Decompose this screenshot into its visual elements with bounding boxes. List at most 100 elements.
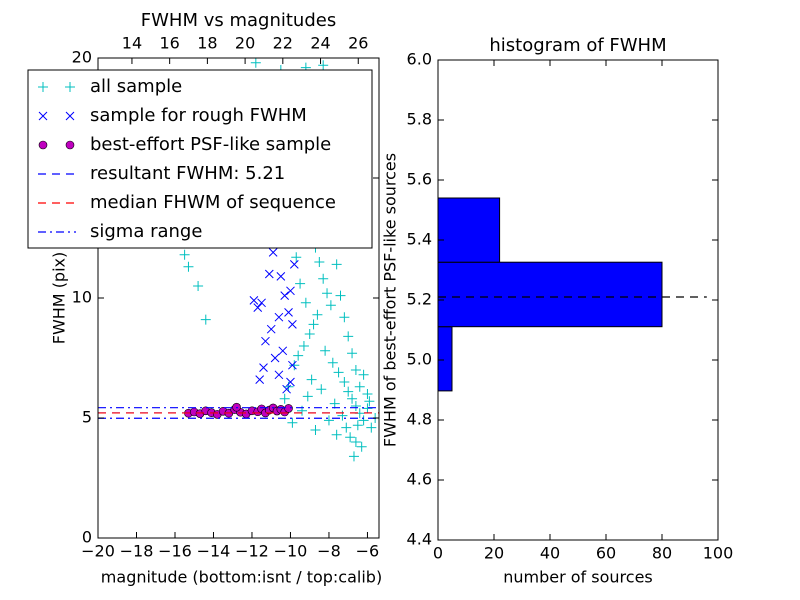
point [298,341,309,351]
point [253,303,263,312]
histogram-plot: 0 20 40 60 80 100 4.4 4.6 4.8 5.0 5.2 5.4 5.6 5.8 6.0 h… [381,35,734,587]
point [288,320,297,329]
point [331,259,342,270]
legend-marker [65,140,75,150]
point [339,377,350,387]
point [350,365,361,375]
point [293,350,304,361]
point [320,345,331,356]
point [257,298,266,308]
x-tick-label: −16 [158,542,192,561]
x-axis-label: number of sources [503,568,653,587]
point [329,398,340,409]
y-tick-label: 6.0 [407,50,432,69]
x2-tick-label: 20 [235,34,255,53]
y-tick-label: 5.4 [407,230,432,249]
point [282,384,291,394]
point [266,324,276,334]
point [335,290,346,301]
y-tick-label: 5 [82,408,92,427]
point [279,393,290,404]
point [286,286,295,296]
point [343,331,354,342]
point [364,396,375,407]
point [183,261,194,272]
point [302,391,313,402]
point [284,404,293,413]
point [249,296,259,305]
point [274,312,284,322]
legend-marker [38,111,48,121]
point [261,336,270,346]
bar [437,197,501,263]
legend-marker [65,111,75,121]
point [314,257,325,267]
legend-frame [27,69,373,249]
point [312,309,323,320]
point [289,360,300,371]
x2-tick-label: 26 [348,34,368,53]
legend-marker [38,140,48,150]
point [358,369,369,380]
chart-title: FWHM vs magnitudes [141,10,336,31]
legend-label: resultant FWHM: 5.21 [90,163,285,184]
y-tick-label: 10 [72,288,92,307]
chart-title: histogram of FWHM [489,35,666,56]
point [284,308,293,317]
y-tick-label: 4.6 [407,470,432,489]
y-tick-label: 20 [72,48,92,67]
point [264,269,274,279]
legend-label: all sample [90,76,182,97]
x-tick-label: 0 [433,544,443,563]
point [268,248,278,257]
y-tick-label: 0 [82,528,92,547]
x-tick-label: −18 [120,542,154,561]
point [289,260,299,269]
point [295,278,306,289]
point [274,370,284,380]
x-tick-label: −6 [356,542,380,561]
x-tick-label: −12 [235,542,269,561]
point [255,375,265,384]
point [306,374,317,385]
point [345,432,356,443]
point [333,367,344,378]
point [366,422,377,433]
point [343,386,354,397]
x-tick-label: 80 [652,544,672,563]
point [354,381,365,392]
scatter-plot: −20 −18 −16 −14 −12 −10 −8 −6 14 16 18 20 22 24 26 0 5 10… [27,10,382,587]
x2-tick-label: 14 [122,34,142,53]
point [259,363,268,372]
point [286,377,295,387]
legend: all sample sample for rough FWHM best-effo… [27,69,373,249]
point [316,384,327,395]
legend-marker [38,82,48,92]
legend-label: best-effort PSF-like sample [90,134,331,155]
point [350,401,361,411]
point [179,249,190,260]
point [310,425,321,435]
point [348,451,359,462]
point [193,281,204,291]
point [288,360,297,370]
point [318,60,329,71]
point [278,346,288,356]
point [200,314,211,325]
point [356,441,367,452]
point [358,415,369,426]
point [308,319,319,330]
x-tick-label: 20 [484,544,504,563]
legend-marker [65,82,75,92]
point [350,437,361,447]
point [362,389,373,399]
point [347,348,358,359]
point [304,329,315,339]
x-tick-label: 100 [703,544,734,563]
y-axis-label: FWHM (pix) [50,252,69,345]
point [352,420,363,431]
legend-label: sample for rough FWHM [90,105,307,126]
point [270,353,280,363]
point [276,272,286,281]
